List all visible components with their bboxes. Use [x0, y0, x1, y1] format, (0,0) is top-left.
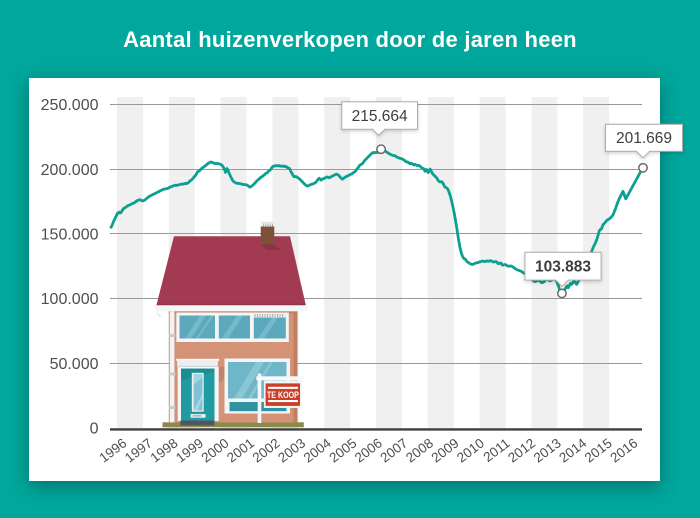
svg-text:150.000: 150.000 [41, 227, 99, 244]
svg-text:2011: 2011 [480, 435, 512, 464]
svg-text:200.000: 200.000 [41, 162, 99, 179]
svg-text:100.000: 100.000 [41, 291, 99, 308]
svg-text:201.669: 201.669 [616, 130, 672, 147]
svg-text:0: 0 [90, 421, 99, 438]
svg-text:50.000: 50.000 [50, 356, 99, 373]
svg-text:215.664: 215.664 [352, 108, 408, 125]
svg-text:103.883: 103.883 [535, 258, 591, 275]
svg-text:250.000: 250.000 [41, 97, 99, 114]
svg-text:TE KOOP: TE KOOP [267, 390, 299, 400]
svg-text:2016: 2016 [607, 435, 640, 465]
